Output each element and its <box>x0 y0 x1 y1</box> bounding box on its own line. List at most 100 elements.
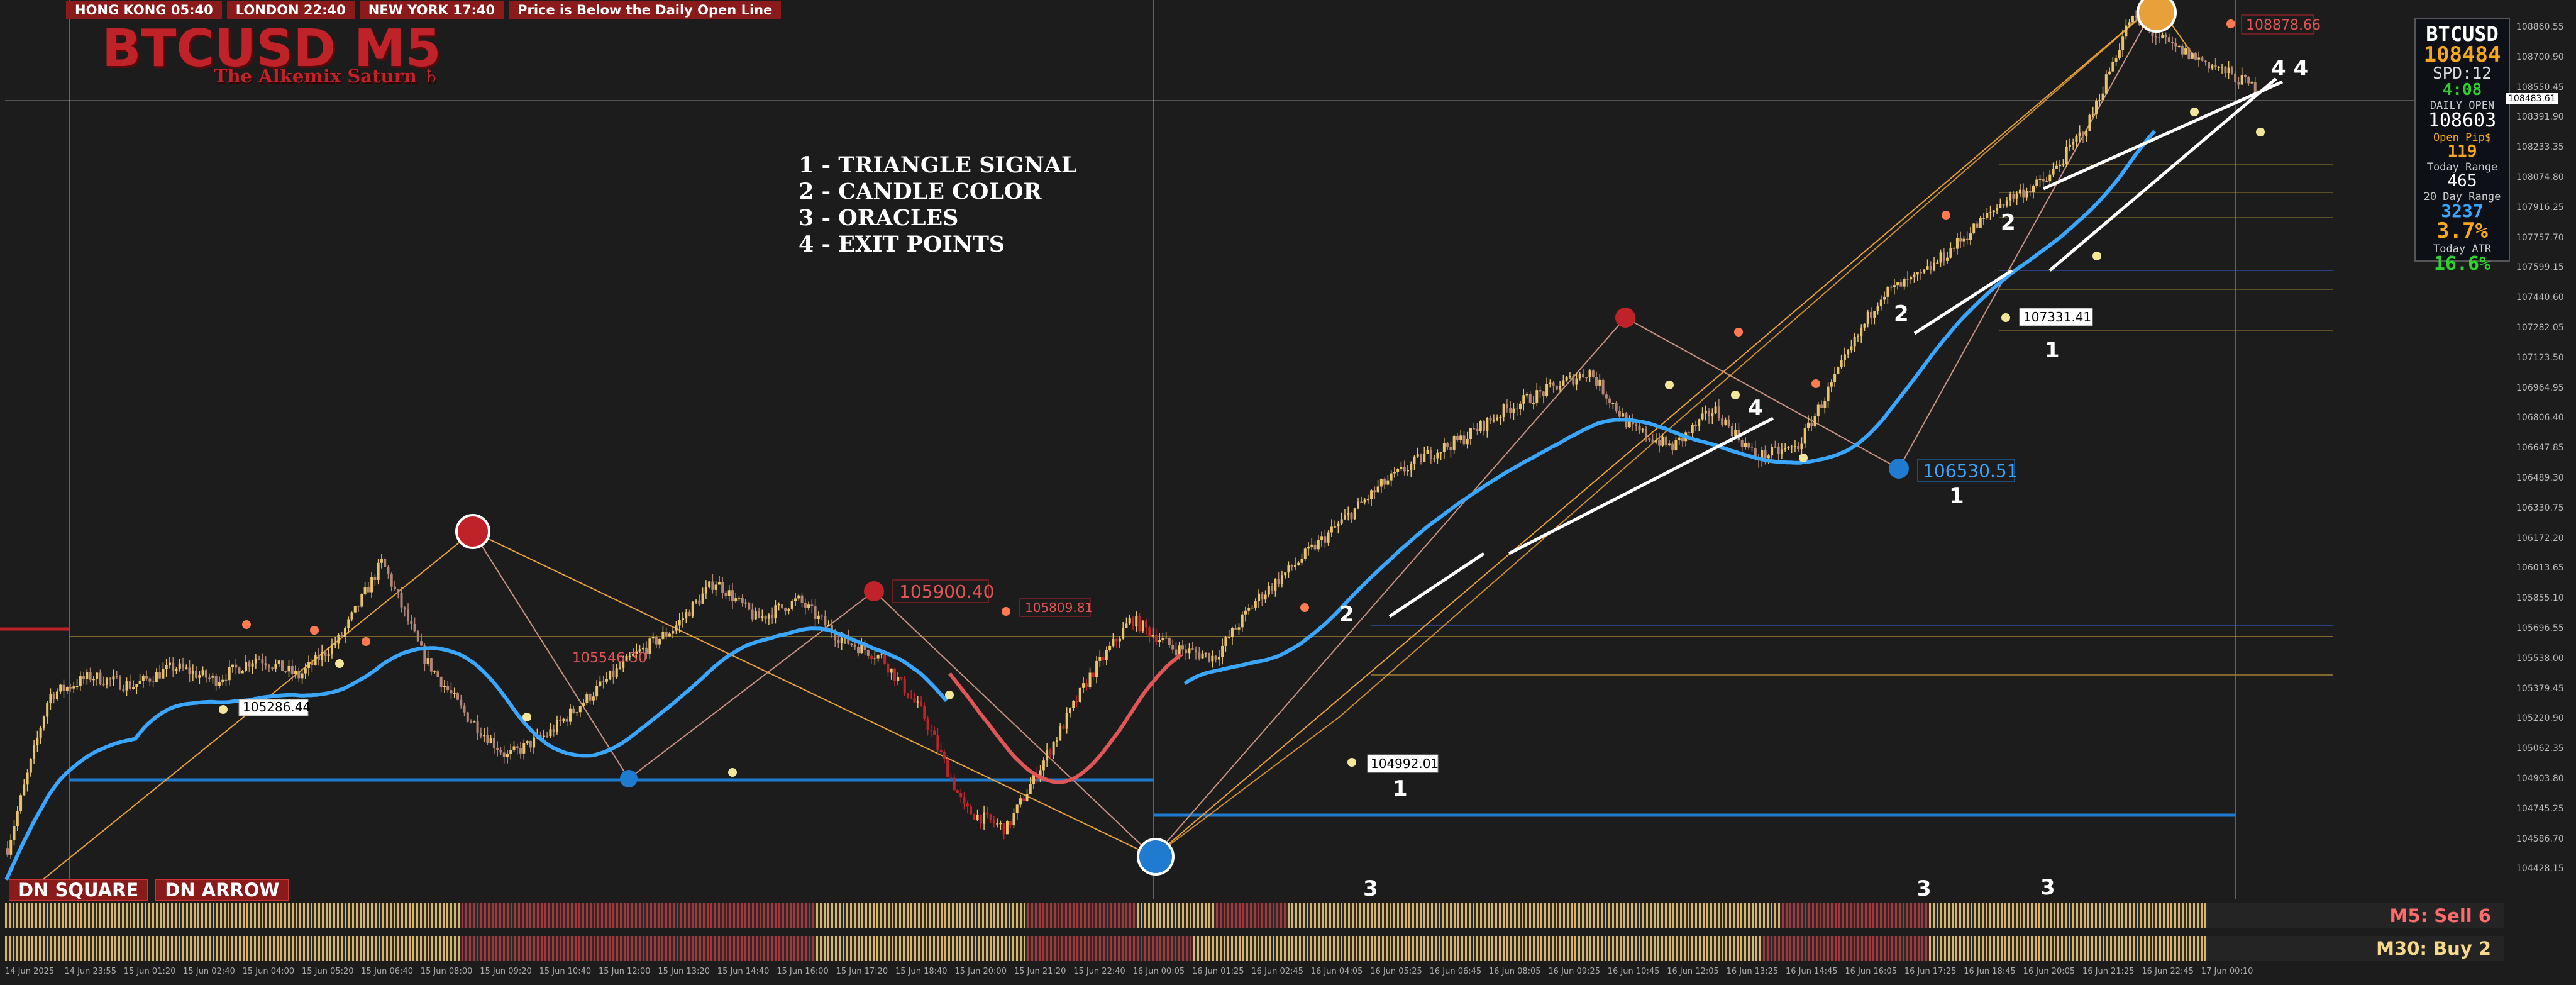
candle-body <box>1879 299 1882 307</box>
oracle-bar <box>997 936 999 961</box>
candle-body <box>1462 435 1466 445</box>
oracle-bar <box>1178 936 1180 961</box>
x-tick-label: 16 Jun 04:05 <box>1310 967 1363 976</box>
candle-body <box>294 671 297 674</box>
panel-symbol: BTCUSD <box>2426 22 2499 46</box>
candle-body <box>887 664 890 673</box>
oracle-bar <box>1250 903 1252 928</box>
oracle-bar <box>959 903 961 928</box>
oracle-bar <box>2121 936 2123 961</box>
oracle-bar <box>1265 936 1267 961</box>
oracle-bar <box>1646 936 1648 961</box>
price-axis[interactable]: 108860.55 108700.90 108550.45 108391.90 1082… <box>2509 0 2576 969</box>
candle-body <box>701 593 704 604</box>
horizontal-levels <box>0 0 2509 899</box>
oracle-bar <box>141 936 143 961</box>
marker-number: 3 <box>1363 876 1378 901</box>
oracle-bar <box>805 903 807 928</box>
candle-body <box>2059 165 2062 167</box>
candle-body <box>502 752 506 757</box>
oracle-bar <box>1578 936 1580 961</box>
oracle-bar <box>1574 903 1576 928</box>
candle-body <box>450 690 453 694</box>
candle-body <box>1585 377 1588 379</box>
oracle-bar <box>1307 903 1308 928</box>
oracle-bar <box>1525 936 1527 961</box>
candle-body <box>1277 579 1280 584</box>
oracle-bar <box>458 903 460 928</box>
oracle-bar <box>895 936 897 961</box>
candle-body <box>1942 252 1945 261</box>
candle-body <box>387 567 390 574</box>
oracle-bar <box>390 903 392 928</box>
oracle-bar <box>43 903 45 928</box>
oracle-bar <box>643 903 644 928</box>
oracle-bar <box>726 936 727 961</box>
oracle-bar <box>1684 936 1686 961</box>
candle-body <box>1860 327 1863 337</box>
oracle-bar <box>1027 936 1029 961</box>
candle-body <box>1254 601 1257 608</box>
oracle-bar <box>2193 936 2195 961</box>
candle-body <box>1466 438 1469 445</box>
oracle-bar <box>533 903 535 928</box>
oracle-bar <box>2189 903 2191 928</box>
oracle-bar <box>801 903 803 928</box>
oracle-bar <box>631 936 633 961</box>
candle-body <box>834 633 837 640</box>
price-label: 105286.44 <box>243 699 311 715</box>
oracle-bar <box>1506 903 1508 928</box>
oracle-bar <box>477 936 478 961</box>
oracle-bar <box>1182 903 1184 928</box>
candle-body <box>479 733 482 737</box>
oracle-bar <box>175 936 177 961</box>
x-tick-label: 15 Jun 12:00 <box>599 967 651 976</box>
oracle-bar <box>1186 936 1188 961</box>
oracle-bar <box>1884 903 1886 928</box>
candle-body <box>2184 48 2187 55</box>
oracle-bar <box>1714 903 1716 928</box>
oracle-bar <box>567 936 569 961</box>
oracle-bar <box>824 936 826 961</box>
candle-body <box>989 814 992 820</box>
candle-body <box>393 586 396 589</box>
candle-body <box>870 655 873 659</box>
x-tick-label: 16 Jun 17:25 <box>1904 967 1957 976</box>
oracle-bar <box>594 903 595 928</box>
candle-body <box>1403 467 1406 472</box>
candle-body <box>1025 794 1029 801</box>
oracle-bar <box>1763 903 1765 928</box>
candle-body <box>195 671 198 678</box>
time-axis[interactable]: 14 Jun 2025 14 Jun 23:55 15 Jun 01:20 15 Ju… <box>0 967 2502 982</box>
candle-body <box>1813 416 1816 426</box>
oracle-bar <box>341 936 343 961</box>
candle-body <box>1108 645 1112 650</box>
y-tick-label: 107123.50 <box>2516 352 2564 363</box>
oracle-bar <box>5 936 7 961</box>
candle-body <box>1638 426 1641 431</box>
sell-triangle-signal <box>455 514 490 549</box>
oracle-bar <box>582 903 584 928</box>
oracle-bar <box>1589 936 1591 961</box>
oracle-bar <box>1563 936 1565 961</box>
oracle-bar <box>843 903 844 928</box>
candle-body <box>261 659 264 664</box>
candle-body <box>1175 649 1178 655</box>
oracle-bar <box>1778 903 1780 928</box>
oracle-bar <box>1288 936 1290 961</box>
oracle-bar <box>926 903 927 928</box>
oracle-bar <box>631 903 633 928</box>
oracle-bar <box>1337 936 1339 961</box>
candle-body <box>1496 417 1499 421</box>
oracle-bar <box>397 903 399 928</box>
oracle-bar <box>352 936 354 961</box>
oracle-bar <box>1582 903 1584 928</box>
candle-body <box>2208 62 2211 69</box>
oracle-bar <box>1748 903 1750 928</box>
oracle-bar <box>865 903 867 928</box>
oracle-bar <box>1627 903 1629 928</box>
oracle-bar <box>1058 936 1059 961</box>
oracle-bar <box>1963 936 1965 961</box>
oracle-bar <box>171 936 173 961</box>
